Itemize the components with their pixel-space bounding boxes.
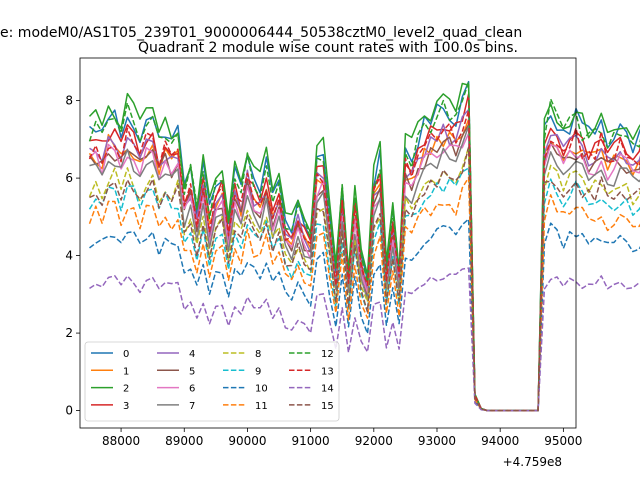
x-tick-label: 88000 bbox=[102, 434, 140, 448]
chart-top-title: n file: modeM0/AS1T05_239T01_9000006444_… bbox=[0, 25, 522, 41]
legend-label-14: 14 bbox=[321, 384, 334, 395]
legend-label-12: 12 bbox=[321, 349, 334, 360]
x-tick-label: 94000 bbox=[481, 434, 519, 448]
y-tick-label: 2 bbox=[65, 326, 73, 340]
legend-label-8: 8 bbox=[255, 349, 261, 360]
y-tick-label: 0 bbox=[65, 404, 73, 418]
series-line-13 bbox=[88, 109, 640, 412]
plot-area: 88000 89000 90000 91000 92000 93000 94000 95000… bbox=[65, 57, 640, 448]
legend-label-7: 7 bbox=[189, 401, 195, 412]
plot-frame bbox=[79, 57, 577, 429]
y-tick-label: 8 bbox=[65, 94, 73, 108]
legend-label-4: 4 bbox=[189, 349, 195, 360]
legend-label-15: 15 bbox=[321, 401, 334, 412]
legend-box bbox=[84, 341, 340, 422]
x-tick-label: 92000 bbox=[355, 434, 393, 448]
legend-label-2: 2 bbox=[123, 384, 129, 395]
legend-label-5: 5 bbox=[189, 366, 195, 377]
legend-label-3: 3 bbox=[123, 401, 129, 412]
y-tick-label: 4 bbox=[65, 249, 73, 263]
legend-label-9: 9 bbox=[255, 366, 261, 377]
x-tick-label: 89000 bbox=[165, 434, 203, 448]
legend-label-13: 13 bbox=[321, 366, 334, 377]
legend-label-10: 10 bbox=[255, 384, 268, 395]
y-tick-label: 6 bbox=[65, 171, 73, 185]
series-line-11 bbox=[88, 176, 640, 412]
x-tick-label: 95000 bbox=[544, 434, 582, 448]
legend-label-0: 0 bbox=[123, 349, 129, 360]
x-tick-label: 90000 bbox=[228, 434, 266, 448]
x-offset-label: +4.759e8 bbox=[503, 455, 562, 469]
series-line-14 bbox=[89, 267, 640, 412]
legend-label-6: 6 bbox=[189, 384, 195, 395]
legend-label-11: 11 bbox=[255, 401, 268, 412]
x-tick-label: 91000 bbox=[292, 434, 330, 448]
chart-title: Quadrant 2 module wise count rates with … bbox=[138, 40, 518, 56]
series-line-15 bbox=[89, 146, 640, 412]
x-tick-label: 93000 bbox=[418, 434, 456, 448]
legend-label-1: 1 bbox=[123, 366, 129, 377]
